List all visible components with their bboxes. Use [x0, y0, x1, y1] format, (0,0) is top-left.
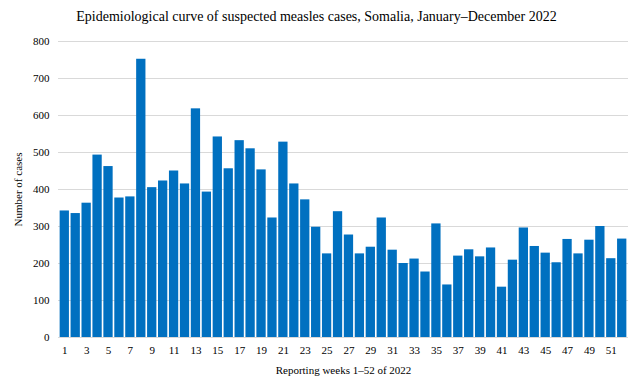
svg-text:31: 31 — [387, 344, 398, 356]
html-text:Epidemiological curve of suspe: Epidemiological curve of suspected measl… — [76, 9, 557, 24]
svg-text:13: 13 — [190, 344, 202, 356]
svg-text:39: 39 — [475, 344, 487, 356]
svg-text:11: 11 — [169, 344, 180, 356]
svg-text:1: 1 — [62, 344, 68, 356]
svg-text:5: 5 — [106, 344, 112, 356]
svg-text:51: 51 — [606, 344, 617, 356]
svg-text:200: 200 — [33, 257, 50, 269]
svg-text:45: 45 — [540, 344, 552, 356]
svg-text:43: 43 — [518, 344, 530, 356]
svg-text:49: 49 — [584, 344, 596, 356]
svg-text:23: 23 — [300, 344, 312, 356]
svg-text:600: 600 — [33, 109, 50, 121]
svg-text:100: 100 — [33, 294, 50, 306]
svg-text:33: 33 — [409, 344, 421, 356]
svg-text:37: 37 — [453, 344, 465, 356]
svg-text:35: 35 — [431, 344, 443, 356]
svg-text:47: 47 — [562, 344, 574, 356]
svg-text:700: 700 — [33, 72, 50, 84]
svg-text:21: 21 — [278, 344, 289, 356]
svg-text:27: 27 — [343, 344, 355, 356]
svg-text:300: 300 — [33, 220, 50, 232]
svg-text:400: 400 — [33, 183, 50, 195]
svg-text:15: 15 — [212, 344, 224, 356]
svg-text:25: 25 — [322, 344, 334, 356]
svg-text:Number of cases: Number of cases — [12, 153, 24, 227]
svg-text:3: 3 — [84, 344, 90, 356]
svg-text:9: 9 — [149, 344, 155, 356]
svg-text:800: 800 — [33, 35, 50, 47]
svg-text:500: 500 — [33, 146, 50, 158]
svg-text:0: 0 — [44, 331, 50, 343]
svg-text:41: 41 — [496, 344, 507, 356]
svg-text:29: 29 — [365, 344, 377, 356]
svg-text:19: 19 — [256, 344, 268, 356]
svg-text:Reporting weeks 1–52 of 2022: Reporting weeks 1–52 of 2022 — [276, 364, 412, 376]
svg-text:17: 17 — [234, 344, 246, 356]
svg-text:7: 7 — [128, 344, 134, 356]
